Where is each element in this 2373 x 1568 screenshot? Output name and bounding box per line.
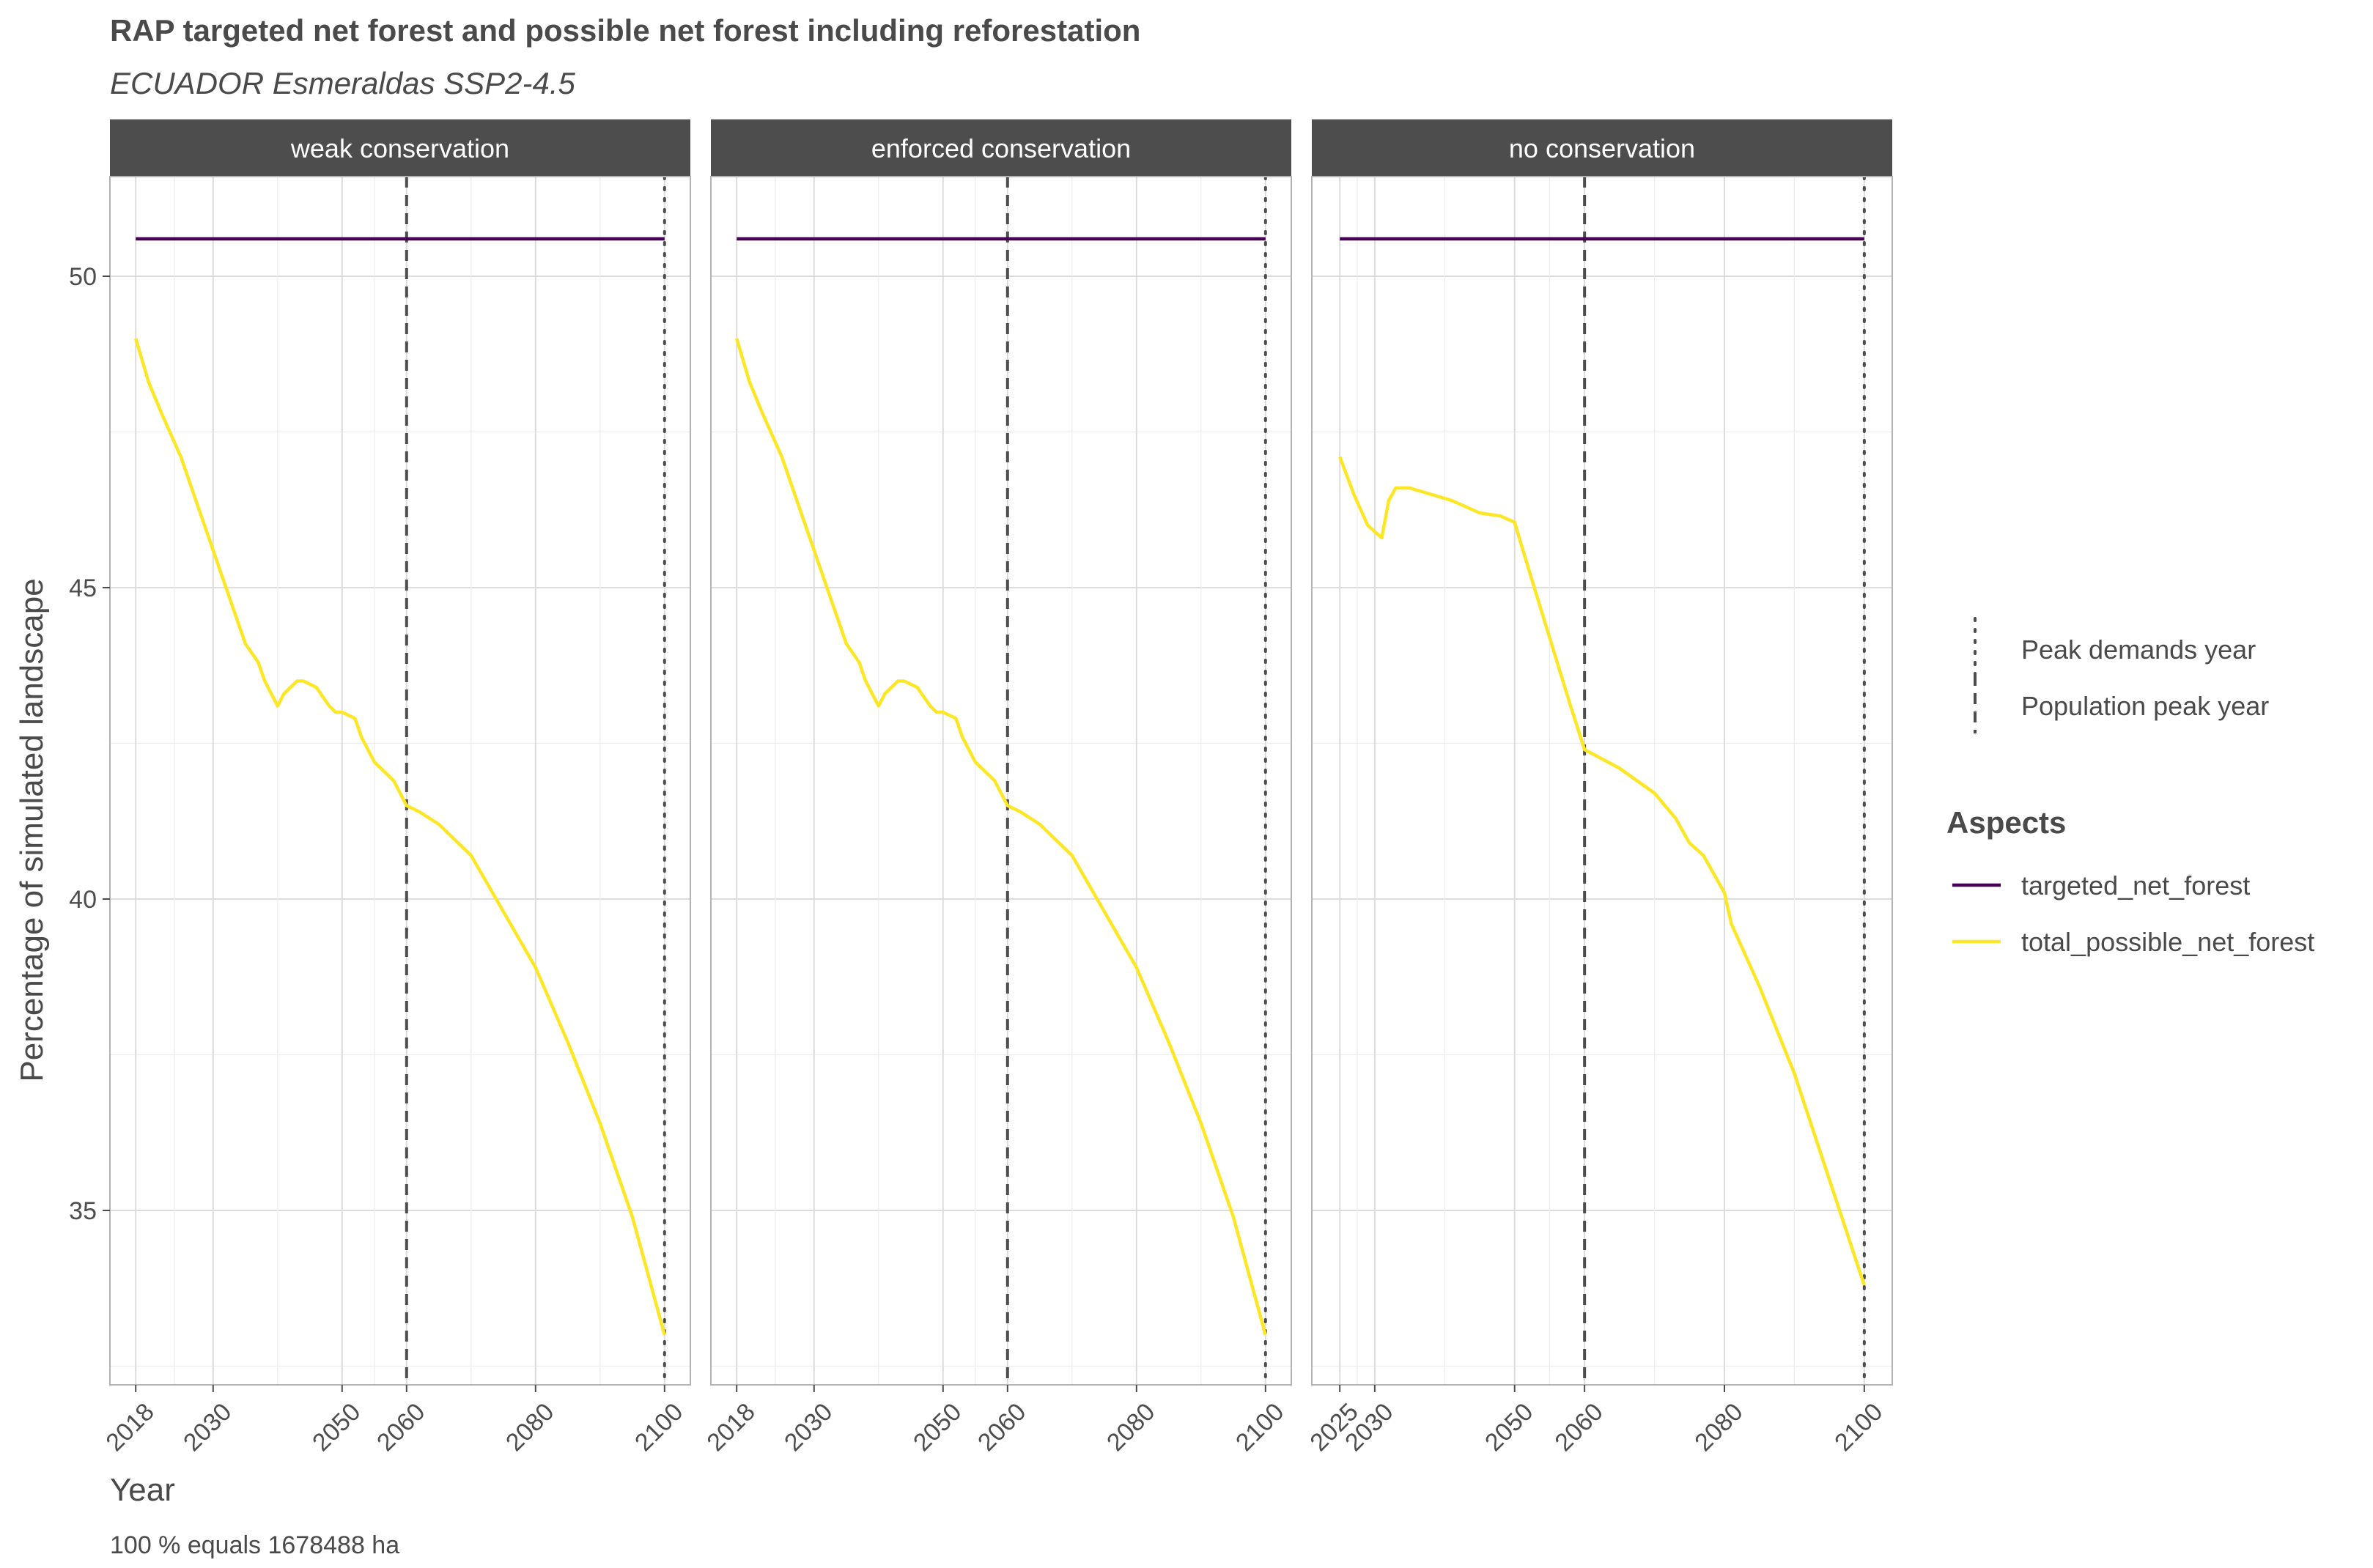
legend: Peak demands year Population peak year Asp… [1946, 617, 2314, 957]
panel-border [109, 176, 691, 1386]
x-tick-label: 2060 [1549, 1398, 1608, 1457]
series-line-total-possible-net-forest [134, 338, 666, 1336]
x-tick-label: 2050 [908, 1398, 967, 1457]
facet-strip-label: no conservation [1509, 133, 1695, 163]
y-tick-label: 35 [69, 1197, 97, 1225]
chart-subtitle: ECUADOR Esmeraldas SSP2-4.5 [110, 66, 576, 100]
x-tick-label: 2080 [1101, 1398, 1160, 1457]
x-tick-label: 2060 [372, 1398, 430, 1457]
x-tick-label: 2080 [1689, 1398, 1748, 1457]
x-tick-label: 2100 [630, 1398, 688, 1457]
facet-strip-label: enforced conservation [871, 133, 1131, 163]
facet-panel-2: enforced conservation 2018 2030 2050 2060 208… [701, 119, 1292, 1457]
x-tick-label: 2080 [501, 1398, 559, 1457]
x-tick-label: 2050 [1480, 1398, 1538, 1457]
chart-title: RAP targeted net forest and possible net… [110, 13, 1140, 48]
x-tick-label: 2030 [779, 1398, 838, 1457]
facet-panel-1: weak conservation 2018 2030 2050 2060 2080 210… [69, 119, 691, 1457]
facet-strip [110, 119, 690, 177]
x-tick-label: 2018 [701, 1398, 760, 1457]
x-tick-label: 2030 [178, 1398, 237, 1457]
series-line-total-possible-net-forest [1338, 456, 1866, 1286]
facet-strip-label: weak conservation [290, 133, 509, 163]
chart-caption: 100 % equals 1678488 ha [110, 1531, 399, 1559]
legend-label: Population peak year [2021, 691, 2269, 721]
y-tick-label: 45 [69, 574, 97, 602]
facet-strip [1312, 119, 1892, 177]
x-axis-title: Year [110, 1472, 175, 1508]
panel-border [1311, 176, 1893, 1386]
facet-strip [711, 119, 1291, 177]
legend-label: targeted_net_forest [2021, 870, 2250, 901]
legend-label: Peak demands year [2021, 635, 2256, 665]
series-line-total-possible-net-forest [735, 338, 1267, 1336]
x-tick-label: 2060 [973, 1398, 1031, 1457]
x-tick-label: 2018 [100, 1398, 159, 1457]
x-tick-label: 2050 [307, 1398, 366, 1457]
panel-border [710, 176, 1292, 1386]
y-tick-label: 50 [69, 263, 97, 291]
x-tick-label: 2100 [1230, 1398, 1289, 1457]
y-axis-title: Percentage of simulated landscape [14, 578, 50, 1081]
legend-title: Aspects [1946, 805, 2066, 840]
y-tick-label: 40 [69, 886, 97, 914]
x-tick-label: 2100 [1829, 1398, 1888, 1457]
legend-label: total_possible_net_forest [2021, 927, 2314, 957]
